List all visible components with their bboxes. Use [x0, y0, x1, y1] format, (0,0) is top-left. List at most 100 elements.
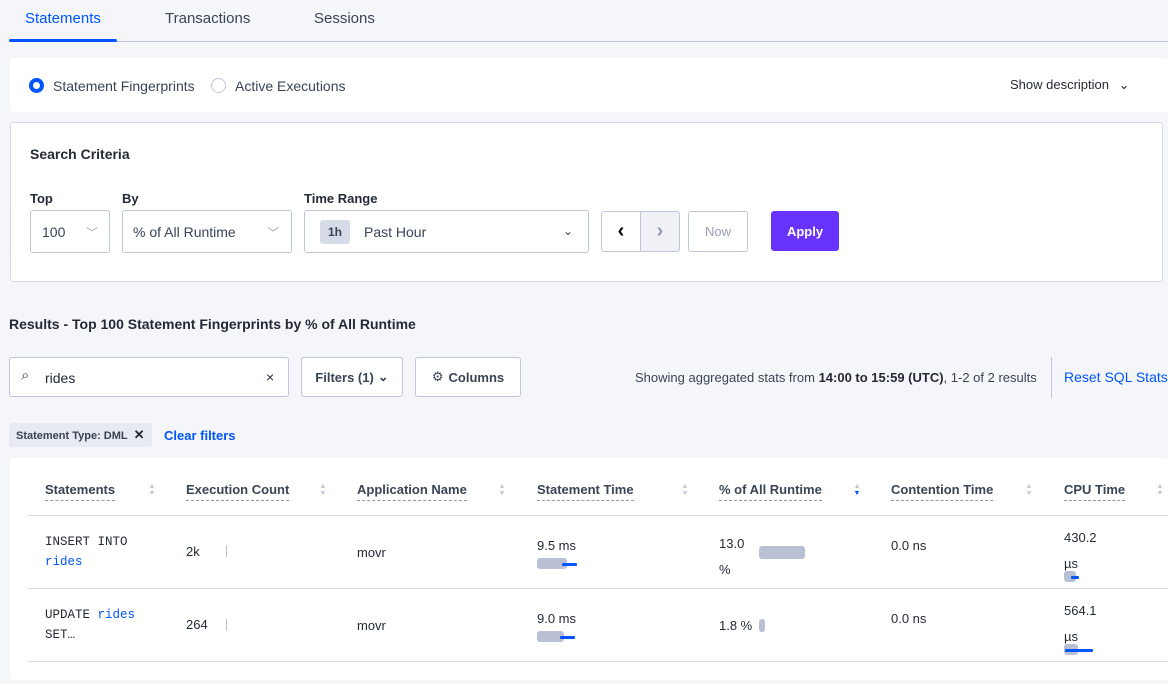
- stats-range: 14:00 to 15:59 (UTC): [818, 370, 944, 385]
- sort-icon[interactable]: ▲ ▼: [148, 483, 156, 497]
- execution-count: 2k: [186, 544, 200, 559]
- search-criteria-panel: [10, 122, 1163, 282]
- search-icon: ⌕: [21, 367, 30, 384]
- tab-divider: [10, 41, 1168, 42]
- by-select[interactable]: % of All Runtime ﹀: [122, 210, 292, 253]
- column-header-application-name[interactable]: Application Name: [357, 482, 467, 501]
- filter-chip: Statement Type: DML ✕: [9, 423, 152, 447]
- now-button[interactable]: Now: [688, 211, 748, 252]
- by-label: By: [122, 191, 139, 206]
- column-header-runtime[interactable]: % of All Runtime: [719, 482, 822, 501]
- header-divider: [28, 515, 1168, 516]
- chevron-down-icon: ﹀: [86, 226, 99, 240]
- clear-search-icon[interactable]: ×: [266, 369, 275, 385]
- tab-statements[interactable]: Statements: [25, 10, 101, 27]
- runtime-bar: [759, 619, 765, 632]
- clear-filters-link[interactable]: Clear filters: [164, 428, 236, 443]
- sort-icon[interactable]: ▲ ▼: [1156, 483, 1164, 497]
- time-range-select[interactable]: 1h Past Hour ⌄: [304, 210, 589, 253]
- top-select[interactable]: 100 ﹀: [30, 210, 110, 253]
- radio-label-active[interactable]: Active Executions: [235, 78, 346, 94]
- cpu-time-deviation: [1065, 649, 1093, 652]
- tab-sessions[interactable]: Sessions: [314, 10, 375, 27]
- columns-button[interactable]: ⚙ Columns: [415, 357, 521, 397]
- time-range-value: Past Hour: [364, 224, 427, 240]
- filter-chip-label: Statement Type: DML: [16, 430, 128, 442]
- previous-time-button[interactable]: ‹: [601, 211, 641, 252]
- chevron-down-icon: ⌄: [1118, 77, 1130, 92]
- time-range-badge: 1h: [320, 220, 350, 244]
- statement-link[interactable]: INSERT INTO rides: [45, 532, 128, 572]
- time-range-label: Time Range: [304, 191, 378, 206]
- cpu-time-deviation: [1071, 576, 1079, 579]
- search-criteria-title: Search Criteria: [30, 146, 130, 162]
- cpu-time-bar: [1064, 571, 1076, 582]
- sort-icon[interactable]: ▲ ▼: [498, 483, 506, 497]
- statement-link[interactable]: UPDATE rides SET…: [45, 605, 135, 645]
- view-toggle-panel: Statement Fingerprints Active Executions…: [10, 58, 1168, 112]
- search-input[interactable]: ⌕ rides ×: [9, 357, 289, 397]
- chevron-left-icon: ‹: [617, 220, 625, 242]
- remove-filter-icon[interactable]: ✕: [133, 427, 145, 442]
- show-description-button[interactable]: Show description ⌄: [1010, 77, 1130, 93]
- statement-time-deviation: [560, 636, 575, 639]
- execution-count-bar: [226, 545, 227, 557]
- application-name: movr: [357, 618, 386, 633]
- contention-time: 0.0 ns: [891, 611, 927, 626]
- top-label: Top: [30, 191, 53, 206]
- column-header-statement-time[interactable]: Statement Time: [537, 482, 634, 501]
- column-header-statements[interactable]: Statements: [45, 482, 116, 501]
- statement-time: 9.5 ms: [537, 538, 577, 553]
- results-title: Results - Top 100 Statement Fingerprints…: [9, 316, 416, 332]
- chevron-down-icon: ⌄: [377, 369, 389, 384]
- radio-active-executions[interactable]: [211, 78, 226, 93]
- next-time-button[interactable]: ›: [640, 211, 680, 252]
- execution-count: 264: [186, 617, 208, 632]
- statements-table: [10, 458, 1168, 680]
- cpu-unit: µs: [1064, 556, 1078, 571]
- tab-transactions[interactable]: Transactions: [165, 10, 251, 27]
- radio-label-fingerprints[interactable]: Statement Fingerprints: [53, 78, 195, 94]
- top-value: 100: [42, 224, 66, 240]
- statement-text: UPDATE: [45, 608, 91, 622]
- search-value: rides: [45, 370, 76, 386]
- cpu-time: 564.1 µs: [1064, 598, 1097, 650]
- column-header-contention-time[interactable]: Contention Time: [891, 482, 994, 501]
- stats-suffix: , 1-2 of 2 results: [943, 370, 1037, 385]
- cpu-time: 430.2 µs: [1064, 525, 1097, 577]
- sort-icon[interactable]: ▲ ▼: [1025, 483, 1033, 497]
- cpu-value: 430.2: [1064, 530, 1097, 545]
- runtime-percent: 1.8 %: [719, 618, 753, 633]
- stats-prefix: Showing aggregated stats from: [635, 370, 819, 385]
- runtime-percent: 13.0%: [719, 531, 744, 583]
- sort-descending-icon[interactable]: ▲ ▼: [853, 483, 861, 497]
- chevron-down-icon: ⌄: [563, 224, 574, 238]
- runtime-bar: [759, 546, 805, 559]
- row-divider: [28, 661, 1168, 662]
- radio-statement-fingerprints[interactable]: [29, 78, 44, 93]
- by-value: % of All Runtime: [133, 224, 236, 240]
- sort-icon[interactable]: ▲ ▼: [681, 483, 689, 497]
- active-tab-indicator: [9, 39, 117, 42]
- columns-label: Columns: [448, 369, 505, 385]
- statement-text: SET…: [45, 628, 76, 642]
- apply-button[interactable]: Apply: [771, 211, 839, 251]
- statement-time: 9.0 ms: [537, 611, 577, 626]
- reset-sql-stats-link[interactable]: Reset SQL Stats: [1064, 369, 1168, 385]
- filters-button[interactable]: Filters (1) ⌄: [301, 357, 403, 397]
- application-name: movr: [357, 545, 386, 560]
- chevron-right-icon: ›: [656, 220, 664, 242]
- filters-label: Filters (1): [315, 369, 374, 385]
- runtime-value: 13.0: [719, 536, 745, 551]
- column-header-execution-count[interactable]: Execution Count: [186, 482, 290, 501]
- execution-count-bar: [226, 619, 227, 631]
- row-divider: [28, 588, 1168, 589]
- gear-icon: ⚙: [431, 369, 444, 384]
- column-header-cpu-time[interactable]: CPU Time: [1064, 482, 1126, 501]
- chevron-down-icon: ﹀: [267, 226, 280, 240]
- statement-time-deviation: [562, 563, 577, 566]
- statement-keyword: rides: [45, 555, 83, 569]
- statement-keyword: rides: [97, 608, 136, 622]
- sort-icon[interactable]: ▲ ▼: [319, 483, 327, 497]
- runtime-unit: %: [719, 562, 731, 577]
